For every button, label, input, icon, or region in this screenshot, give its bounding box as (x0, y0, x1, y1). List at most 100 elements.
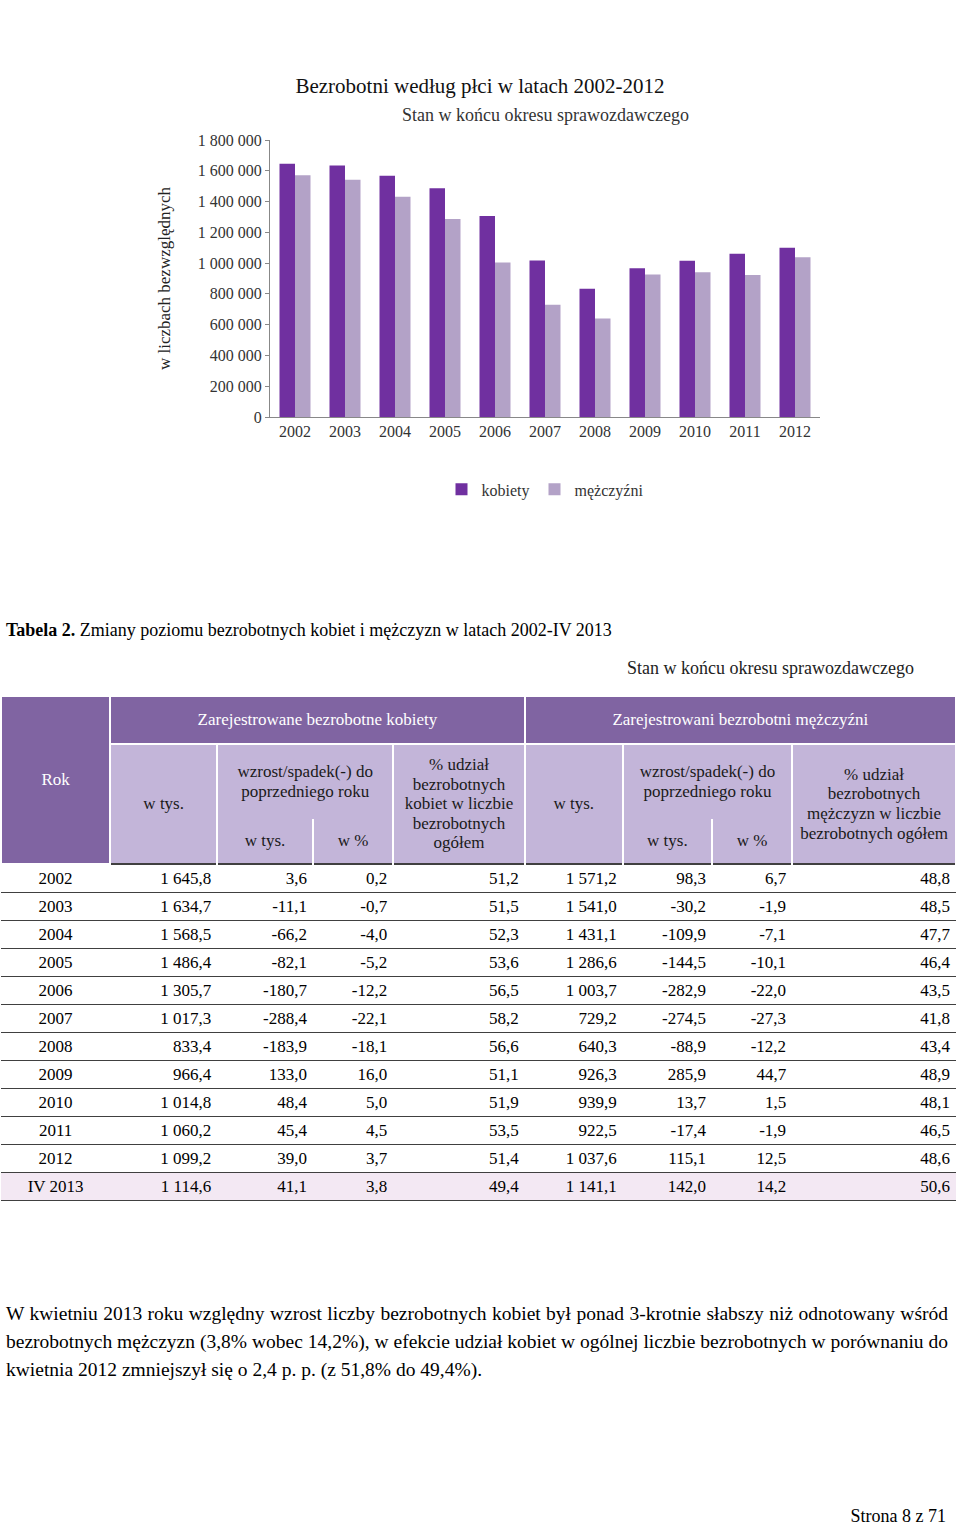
html-text:-288,4: -288,4 (263, 1008, 307, 1028)
html-text:1 305,7: 1 305,7 (160, 980, 212, 1000)
html-text:Rok: Rok (41, 770, 70, 790)
html-text:-66,2: -66,2 (271, 924, 307, 944)
html-text:1 486,4: 1 486,4 (160, 952, 212, 972)
svg-text:2004: 2004 (379, 423, 411, 440)
html-text:Stan w końcu okresu sprawozdaw: Stan w końcu okresu sprawozdawczego (627, 658, 914, 678)
svg-text:1 000 000: 1 000 000 (198, 255, 262, 272)
html-text:w %: w % (736, 831, 768, 851)
html-text:w %: w % (337, 831, 369, 851)
html-text:48,5: 48,5 (920, 896, 950, 916)
html-text:0,2: 0,2 (365, 868, 388, 888)
html-text:% udział bezrobotnych kobiet w: % udział bezrobotnych kobiet w liczbie b… (404, 755, 514, 853)
svg-text:2007: 2007 (529, 423, 561, 440)
html-text:-180,7: -180,7 (263, 980, 307, 1000)
html-text:46,4: 46,4 (920, 952, 950, 972)
svg-text:2010: 2010 (679, 423, 711, 440)
svg-text:2009: 2009 (629, 423, 661, 440)
svg-text:600 000: 600 000 (210, 316, 262, 333)
svg-text:mężczyźni: mężczyźni (575, 482, 644, 500)
html-text:-282,9: -282,9 (662, 980, 706, 1000)
html-text:Tabela 2. Zmiany poziomu bezro: Tabela 2. Zmiany poziomu bezrobotnych ko… (6, 620, 612, 640)
html-text:-27,3: -27,3 (750, 1008, 787, 1028)
html-text:51,2: 51,2 (489, 868, 519, 888)
html-text:833,4: 833,4 (172, 1036, 212, 1056)
html-text:-10,1: -10,1 (750, 952, 787, 972)
html-text:-12,2: -12,2 (351, 980, 388, 1000)
html-text:2008: 2008 (38, 1036, 73, 1056)
html-text:w tys.: w tys. (647, 831, 688, 851)
html-text:wzrost/spadek(-) do poprzednie: wzrost/spadek(-) do poprzedniego roku (639, 762, 776, 801)
svg-text:1 200 000: 1 200 000 (198, 224, 262, 241)
html-text:w tys.: w tys. (143, 794, 184, 814)
html-text:-22,0: -22,0 (750, 980, 787, 1000)
html-text:1 286,6: 1 286,6 (565, 952, 617, 972)
svg-text:400 000: 400 000 (210, 347, 262, 364)
html-text:51,5: 51,5 (489, 896, 519, 916)
html-text:w tys.: w tys. (553, 794, 594, 814)
html-text:-11,1: -11,1 (272, 896, 307, 916)
svg-text:2005: 2005 (429, 423, 461, 440)
html-text:1 003,7: 1 003,7 (565, 980, 617, 1000)
html-text:-82,1: -82,1 (271, 952, 307, 972)
html-text:98,3: 98,3 (676, 868, 706, 888)
html-text:-1,9: -1,9 (759, 896, 787, 916)
html-text:-22,1: -22,1 (351, 1008, 388, 1028)
html-text:-18,1: -18,1 (351, 1036, 388, 1056)
html-text:Zarejestrowane bezrobotne kobi: Zarejestrowane bezrobotne kobiety (197, 710, 438, 730)
html-text:1 431,1: 1 431,1 (565, 924, 617, 944)
svg-text:1 800 000: 1 800 000 (198, 132, 262, 149)
svg-text:0: 0 (254, 409, 262, 426)
html-text:6,7: 6,7 (764, 868, 787, 888)
svg-text:1 600 000: 1 600 000 (198, 162, 262, 179)
svg-text:1 400 000: 1 400 000 (198, 193, 262, 210)
svg-text:2012: 2012 (779, 423, 811, 440)
html-text:wzrost/spadek(-) do poprzednie: wzrost/spadek(-) do poprzedniego roku (237, 762, 373, 801)
html-text:2006: 2006 (38, 980, 73, 1000)
html-text:-144,5: -144,5 (662, 952, 706, 972)
html-text:1 634,7: 1 634,7 (160, 896, 212, 916)
html-text:1 541,0: 1 541,0 (565, 896, 617, 916)
svg-text:800 000: 800 000 (210, 285, 262, 302)
html-text:56,5: 56,5 (489, 980, 519, 1000)
html-text:-5,2: -5,2 (360, 952, 388, 972)
svg-text:Stan w końcu okresu sprawozdaw: Stan w końcu okresu sprawozdawczego (402, 105, 689, 125)
html-text:-274,5: -274,5 (662, 1008, 706, 1028)
html-text:1 017,3: 1 017,3 (160, 1008, 212, 1028)
html-text:2002: 2002 (38, 868, 73, 888)
html-text:58,2: 58,2 (489, 1008, 519, 1028)
html-text:W kwietniu 2013 roku względny: W kwietniu 2013 roku względny wzrost lic… (6, 1303, 948, 1380)
html-text:48,8: 48,8 (920, 868, 950, 888)
html-text:43,5: 43,5 (920, 980, 950, 1000)
svg-text:w liczbach bezwzględnych: w liczbach bezwzględnych (155, 186, 174, 370)
html-text:1 568,5: 1 568,5 (160, 924, 212, 944)
html-text:-183,9: -183,9 (263, 1036, 307, 1056)
svg-text:2008: 2008 (579, 423, 611, 440)
svg-text:2006: 2006 (479, 423, 511, 440)
html-text:2007: 2007 (38, 1008, 73, 1028)
html-text:729,2: 729,2 (578, 1008, 617, 1028)
html-text:% udział bezrobotnych mężczyzn: % udział bezrobotnych mężczyzn w liczbie… (800, 764, 948, 843)
svg-text:Bezrobotni według płci w latac: Bezrobotni według płci w latach 2002-201… (295, 74, 664, 98)
html-text:1 645,8: 1 645,8 (160, 868, 212, 888)
svg-text:2011: 2011 (729, 423, 760, 440)
html-text:2004: 2004 (38, 924, 73, 944)
html-text:2003: 2003 (38, 896, 73, 916)
svg-text:200 000: 200 000 (210, 378, 262, 395)
html-text:3,6: 3,6 (285, 868, 307, 888)
html-text:-4,0: -4,0 (360, 924, 388, 944)
html-text:-109,9: -109,9 (662, 924, 706, 944)
html-text:2005: 2005 (38, 952, 73, 972)
html-text:47,7: 47,7 (920, 924, 950, 944)
svg-text:2003: 2003 (329, 423, 361, 440)
html-text:1 571,2: 1 571,2 (565, 868, 617, 888)
html-text:52,3: 52,3 (489, 924, 519, 944)
html-text:-0,7: -0,7 (360, 896, 388, 916)
html-text:-30,2: -30,2 (670, 896, 706, 916)
html-text:-7,1: -7,1 (759, 924, 787, 944)
html-text:41,8: 41,8 (920, 1008, 950, 1028)
html-text:53,6: 53,6 (489, 952, 519, 972)
svg-text:2002: 2002 (279, 423, 311, 440)
html-text:Zarejestrowani bezrobotni mężc: Zarejestrowani bezrobotni mężczyźni (612, 710, 869, 730)
svg-text:kobiety: kobiety (482, 482, 530, 500)
html-text:w tys.: w tys. (244, 831, 286, 851)
